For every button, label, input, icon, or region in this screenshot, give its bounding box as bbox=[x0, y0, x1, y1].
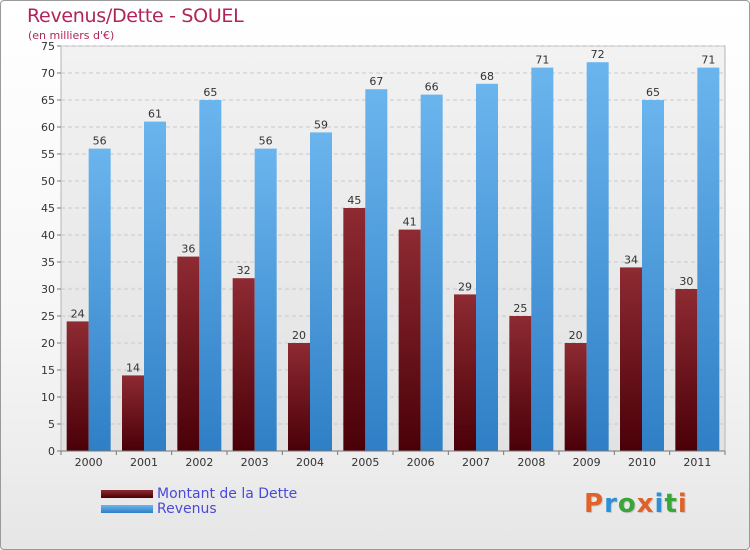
y-tick-label: 50 bbox=[41, 175, 55, 188]
value-label-debt: 45 bbox=[347, 194, 361, 207]
plot-area bbox=[60, 45, 726, 452]
value-label-debt: 24 bbox=[71, 307, 85, 320]
legend-label-revenue: Revenus bbox=[157, 501, 217, 517]
value-label-debt: 20 bbox=[569, 329, 583, 342]
x-tick-label: 2008 bbox=[517, 456, 545, 469]
bar-debt bbox=[343, 208, 366, 451]
proxiti-logo: Proxiti bbox=[584, 489, 688, 519]
y-tick-label: 65 bbox=[41, 94, 55, 107]
y-tick-label: 55 bbox=[41, 148, 55, 161]
legend-swatch-revenue bbox=[101, 505, 153, 513]
value-label-revenue: 67 bbox=[369, 75, 383, 88]
value-label-debt: 20 bbox=[292, 329, 306, 342]
value-label-revenue: 71 bbox=[535, 54, 549, 67]
x-tick-label: 2011 bbox=[683, 456, 711, 469]
bar-debt bbox=[620, 267, 642, 451]
bar-debt bbox=[177, 256, 200, 451]
logo-letter: o bbox=[617, 489, 637, 519]
value-label-revenue: 59 bbox=[314, 118, 328, 131]
legend-label-debt: Montant de la Dette bbox=[157, 486, 298, 502]
y-tick-label: 10 bbox=[41, 391, 55, 404]
value-label-debt: 41 bbox=[403, 216, 417, 229]
value-label-debt: 29 bbox=[458, 280, 472, 293]
value-label-revenue: 66 bbox=[425, 81, 439, 94]
value-label-debt: 30 bbox=[679, 275, 693, 288]
value-label-debt: 14 bbox=[126, 361, 140, 374]
chart-title: Revenus/Dette - SOUEL bbox=[27, 5, 244, 27]
logo-letter: r bbox=[604, 489, 618, 519]
bar-debt bbox=[122, 375, 144, 451]
x-tick-label: 2004 bbox=[296, 456, 324, 469]
bar-revenue bbox=[199, 100, 222, 451]
y-tick-label: 25 bbox=[41, 310, 55, 323]
y-tick-label: 60 bbox=[41, 121, 55, 134]
x-tick-label: 2006 bbox=[407, 456, 435, 469]
bar-debt bbox=[509, 316, 532, 451]
y-tick-label: 45 bbox=[41, 202, 55, 215]
bar-revenue bbox=[254, 148, 277, 451]
bar-debt bbox=[675, 289, 698, 451]
bar-revenue bbox=[144, 121, 166, 451]
y-tick-label: 40 bbox=[41, 229, 55, 242]
x-tick-label: 2010 bbox=[628, 456, 656, 469]
value-label-debt: 32 bbox=[237, 264, 251, 277]
y-tick-label: 70 bbox=[41, 67, 55, 80]
y-tick-label: 30 bbox=[41, 283, 55, 296]
logo-letter: i bbox=[677, 489, 688, 519]
y-tick-label: 5 bbox=[48, 418, 55, 431]
chart-subtitle: (en milliers d'€) bbox=[28, 29, 115, 42]
y-tick-label: 0 bbox=[48, 445, 55, 458]
x-tick-label: 2002 bbox=[185, 456, 213, 469]
value-label-revenue: 68 bbox=[480, 70, 494, 83]
bar-revenue bbox=[310, 132, 332, 451]
bar-revenue bbox=[642, 100, 664, 451]
y-tick-label: 35 bbox=[41, 256, 55, 269]
bar-revenue bbox=[586, 62, 609, 451]
logo-letter: t bbox=[664, 489, 678, 519]
value-label-revenue: 65 bbox=[203, 86, 217, 99]
bar-revenue bbox=[531, 67, 554, 451]
bar-debt bbox=[66, 321, 89, 451]
value-label-revenue: 56 bbox=[259, 135, 273, 148]
bar-revenue bbox=[697, 67, 720, 451]
bar-revenue bbox=[365, 89, 388, 451]
bar-revenue bbox=[88, 148, 111, 451]
bar-debt bbox=[454, 294, 476, 451]
x-tick-label: 2005 bbox=[351, 456, 379, 469]
x-tick-label: 2007 bbox=[462, 456, 490, 469]
value-label-revenue: 56 bbox=[93, 135, 107, 148]
x-tick-label: 2000 bbox=[75, 456, 103, 469]
x-tick-label: 2009 bbox=[573, 456, 601, 469]
value-label-debt: 36 bbox=[181, 243, 195, 256]
value-label-revenue: 71 bbox=[701, 54, 715, 67]
value-label-debt: 34 bbox=[624, 253, 638, 266]
x-tick-label: 2001 bbox=[130, 456, 158, 469]
value-label-debt: 25 bbox=[513, 302, 527, 315]
logo-letter: x bbox=[636, 489, 655, 519]
logo-letter: i bbox=[654, 489, 665, 519]
bar-debt bbox=[564, 343, 587, 451]
bar-revenue bbox=[420, 94, 443, 451]
logo-letter: P bbox=[584, 489, 605, 519]
legend-swatch-debt bbox=[101, 490, 153, 498]
bar-revenue bbox=[476, 83, 498, 452]
y-tick-label: 75 bbox=[41, 40, 55, 53]
y-tick-label: 15 bbox=[41, 364, 55, 377]
value-label-revenue: 65 bbox=[646, 86, 660, 99]
y-tick-label: 20 bbox=[41, 337, 55, 350]
value-label-revenue: 61 bbox=[148, 108, 162, 121]
value-label-revenue: 72 bbox=[591, 48, 605, 61]
bar-debt bbox=[232, 278, 255, 451]
bar-debt bbox=[398, 229, 421, 451]
x-tick-label: 2003 bbox=[241, 456, 269, 469]
bar-debt bbox=[288, 343, 310, 451]
